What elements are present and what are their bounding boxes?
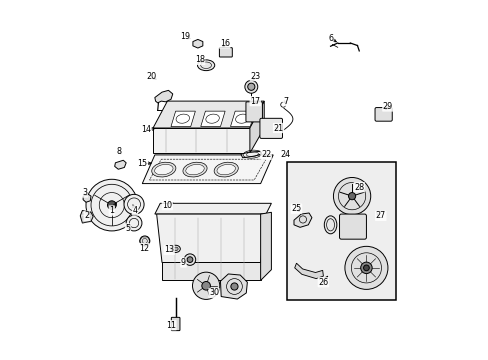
Text: 29: 29 (382, 102, 392, 111)
Circle shape (363, 265, 368, 271)
Text: 22: 22 (261, 150, 270, 159)
Polygon shape (155, 203, 271, 214)
FancyBboxPatch shape (260, 118, 282, 138)
Text: 21: 21 (273, 123, 283, 132)
Polygon shape (230, 111, 254, 127)
Ellipse shape (324, 216, 336, 234)
Circle shape (247, 83, 254, 90)
Circle shape (244, 80, 257, 93)
Text: 11: 11 (165, 321, 176, 330)
Circle shape (86, 179, 137, 231)
Circle shape (107, 201, 116, 210)
Text: 8: 8 (116, 147, 121, 156)
Ellipse shape (171, 245, 180, 252)
Text: 6: 6 (327, 34, 332, 43)
Polygon shape (156, 214, 265, 262)
Circle shape (192, 272, 219, 300)
Polygon shape (80, 211, 93, 223)
Text: 7: 7 (283, 96, 288, 105)
Circle shape (333, 177, 370, 215)
Circle shape (360, 262, 371, 274)
Ellipse shape (173, 247, 178, 251)
Text: 26: 26 (318, 278, 328, 287)
FancyBboxPatch shape (171, 318, 180, 330)
Ellipse shape (154, 165, 173, 175)
Ellipse shape (151, 162, 176, 177)
Circle shape (230, 283, 238, 290)
Text: 17: 17 (250, 96, 260, 105)
Text: 10: 10 (162, 201, 172, 210)
Ellipse shape (185, 165, 204, 175)
Circle shape (344, 246, 387, 289)
Text: 15: 15 (137, 159, 147, 168)
Text: 16: 16 (219, 39, 229, 48)
FancyBboxPatch shape (245, 102, 262, 122)
Polygon shape (155, 90, 172, 103)
Text: 3: 3 (82, 188, 87, 197)
Polygon shape (293, 213, 311, 227)
Text: 9: 9 (181, 258, 186, 267)
Text: 4: 4 (132, 206, 137, 215)
Text: 27: 27 (375, 211, 385, 220)
Text: 18: 18 (194, 55, 204, 64)
Text: 30: 30 (208, 288, 219, 297)
Text: 20: 20 (146, 72, 156, 81)
Circle shape (124, 194, 144, 215)
Text: 1: 1 (109, 206, 114, 215)
Polygon shape (142, 155, 273, 184)
Polygon shape (241, 151, 261, 158)
FancyBboxPatch shape (339, 214, 366, 239)
Polygon shape (153, 128, 249, 153)
Text: 28: 28 (353, 183, 364, 192)
Ellipse shape (214, 162, 238, 177)
Polygon shape (83, 194, 91, 202)
Polygon shape (171, 111, 195, 127)
FancyBboxPatch shape (219, 48, 232, 57)
Ellipse shape (217, 165, 235, 175)
Text: 23: 23 (250, 72, 260, 81)
Polygon shape (260, 212, 271, 280)
Polygon shape (115, 160, 126, 169)
Ellipse shape (183, 162, 206, 177)
Circle shape (379, 111, 386, 118)
Text: 25: 25 (291, 204, 301, 213)
FancyBboxPatch shape (374, 108, 391, 121)
Circle shape (126, 215, 142, 231)
Text: 19: 19 (180, 32, 190, 41)
Circle shape (140, 236, 149, 246)
Text: 2: 2 (84, 211, 89, 220)
Text: 12: 12 (139, 244, 149, 253)
Text: 5: 5 (125, 224, 130, 233)
Polygon shape (294, 263, 323, 279)
Circle shape (202, 282, 210, 290)
Polygon shape (249, 101, 264, 153)
Ellipse shape (197, 60, 214, 71)
Text: 24: 24 (280, 150, 290, 159)
Bar (286, 162, 395, 300)
Circle shape (348, 193, 355, 200)
Polygon shape (220, 274, 247, 299)
Polygon shape (201, 111, 224, 127)
Polygon shape (162, 262, 260, 280)
Circle shape (187, 257, 192, 262)
Circle shape (184, 254, 195, 265)
Text: 14: 14 (141, 125, 151, 134)
Polygon shape (153, 101, 264, 128)
Text: 13: 13 (164, 246, 174, 255)
Polygon shape (193, 40, 203, 48)
